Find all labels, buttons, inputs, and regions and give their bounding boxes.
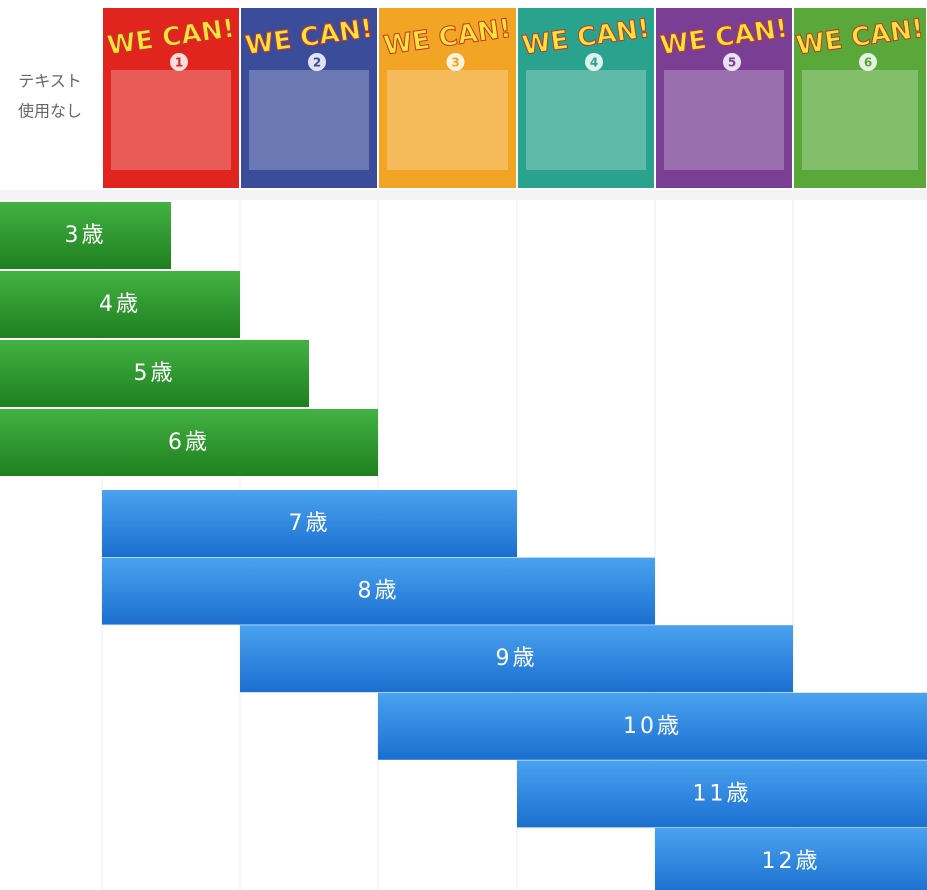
book-cover [241,8,377,188]
age-label: 8歳 [358,579,400,604]
book-cover [103,8,239,188]
age-bar [0,340,309,407]
age-label: 7歳 [289,511,331,536]
cover-badge [170,53,188,71]
book-cover [379,8,516,188]
age-label: 12歳 [762,849,821,874]
cover-photo [664,70,784,170]
cover-photo [802,70,918,170]
cover-badge [585,53,603,71]
cover-photo [249,70,369,170]
age-bar [378,692,927,760]
cover-badge [723,53,741,71]
header-divider [0,190,927,200]
age-bar [0,202,171,269]
age-bar [102,490,517,557]
age-bar [102,557,655,625]
age-bar [655,828,927,890]
age-bar [0,409,378,476]
age-label: 4歳 [99,292,141,317]
age-label: 6歳 [168,430,210,455]
age-label: 10歳 [623,714,682,739]
cover-badge [859,53,877,71]
book-cover [656,8,792,188]
cover-number: 6 [864,56,872,70]
cover-photo [387,70,508,170]
age-label: 9歳 [496,646,538,671]
cover-number: 2 [313,56,321,70]
no-text-label: 使用なし [18,102,82,121]
age-label: 11歳 [693,781,752,806]
no-text-label: テキスト [18,72,82,91]
cover-photo [526,70,646,170]
age-bar [517,760,927,828]
age-label: 5歳 [134,361,176,386]
age-bar [240,625,793,693]
cover-number: 5 [728,56,736,70]
cover-photo [111,70,231,170]
book-cover [794,8,926,188]
cover-number: 3 [451,56,459,70]
cover-number: 1 [175,56,183,70]
age-label: 3歳 [65,223,107,248]
book-cover [518,8,654,188]
age-bar [0,271,240,338]
cover-badge [446,53,465,71]
cover-badge [308,53,326,71]
cover-number: 4 [590,56,598,70]
